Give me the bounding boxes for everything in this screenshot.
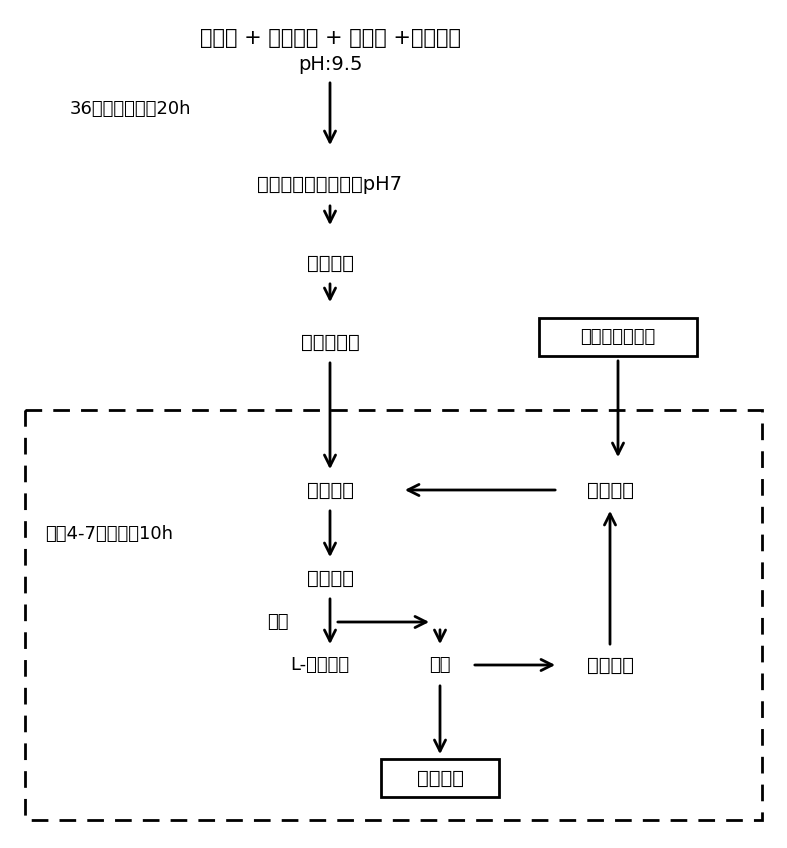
Text: 反应浓缩液: 反应浓缩液 [301,332,360,352]
Text: 白色结晶: 白色结晶 [306,568,353,588]
Text: 减压蒸馏: 减压蒸馏 [306,254,353,272]
Text: 温度4-7度，时间10h: 温度4-7度，时间10h [45,525,173,543]
Text: 精氨酸 + 精氨酸酶 + 硫酸锰 +去离子水: 精氨酸 + 精氨酸酶 + 硫酸锰 +去离子水 [199,28,460,48]
Text: pH:9.5: pH:9.5 [297,55,362,75]
Text: 危险废液: 危险废液 [416,768,464,788]
Text: 白色沉淀: 白色沉淀 [306,481,353,499]
Bar [539,318,697,356]
Text: 回收乙醇: 回收乙醇 [586,656,634,674]
Text: 36摄氏度，保温20h: 36摄氏度，保温20h [70,100,191,118]
Bar [25,410,762,820]
Text: L-鸟氨酸盐: L-鸟氨酸盐 [290,656,349,674]
Text: 抽滤: 抽滤 [268,613,289,631]
Text: 滤液: 滤液 [429,656,451,674]
Text: 防爆车间内操作: 防爆车间内操作 [580,328,656,346]
Text: 无水乙醇: 无水乙醇 [586,481,634,499]
Bar [381,759,499,797]
Text: 反应混合液用盐酸调pH7: 反应混合液用盐酸调pH7 [257,176,402,194]
